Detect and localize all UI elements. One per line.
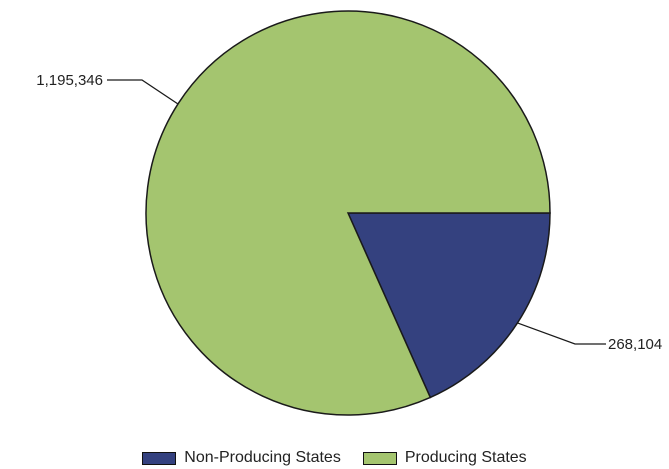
legend-label-producing-states: Producing States — [404, 449, 527, 466]
pie-slice-non-producing-states — [346, 212, 551, 399]
pie-slice-producing-states — [145, 10, 551, 416]
legend: Non-Producing States Producing States — [0, 448, 669, 468]
data-label-non-producing-states: 268,104 — [608, 336, 662, 353]
legend-item-producing-states: Producing States — [362, 449, 527, 467]
leader-line-non-producing-states — [517, 322, 606, 345]
legend-label-non-producing-states: Non-Producing States — [184, 449, 341, 466]
legend-swatch-producing-states — [362, 451, 397, 465]
leader-line-producing-states — [107, 79, 179, 105]
pie-chart: 268,104 1,195,346 — [36, 10, 662, 416]
pie-slices — [145, 10, 551, 416]
leader-lines — [107, 79, 606, 345]
legend-swatch-non-producing-states — [142, 451, 177, 465]
data-label-producing-states: 1,195,346 — [36, 72, 103, 89]
legend-item-non-producing-states: Non-Producing States — [142, 449, 341, 467]
